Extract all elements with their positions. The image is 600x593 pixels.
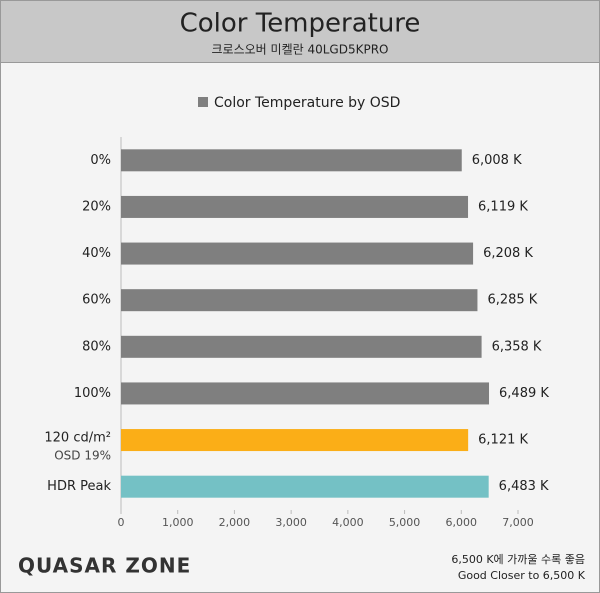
bar xyxy=(121,149,462,172)
legend-swatch xyxy=(198,97,208,107)
note: 6,500 K에 가까울 수록 좋음 xyxy=(451,553,585,566)
y-tick-label: 20% xyxy=(82,199,111,214)
x-tick-label: 2,000 xyxy=(219,516,251,529)
y-tick-label: 100% xyxy=(74,386,111,401)
value-label: 6,121 K xyxy=(478,433,528,448)
value-label: 6,489 K xyxy=(499,386,549,401)
value-label: 6,208 K xyxy=(483,246,533,261)
header xyxy=(0,0,600,63)
value-label: 6,119 K xyxy=(478,199,528,214)
bar xyxy=(121,475,489,498)
bar xyxy=(121,382,490,405)
bar xyxy=(121,195,469,218)
x-tick-label: 1,000 xyxy=(162,516,194,529)
logo: QUASAR ZONE xyxy=(18,554,191,578)
value-label: 6,358 K xyxy=(492,339,542,354)
x-tick-label: 6,000 xyxy=(446,516,478,529)
y-tick-label: 60% xyxy=(82,293,111,308)
value-label: 6,483 K xyxy=(499,479,549,494)
bar xyxy=(121,429,469,452)
note: Good Closer to 6,500 K xyxy=(458,569,586,582)
x-tick-label: 4,000 xyxy=(332,516,364,529)
y-tick-label: 80% xyxy=(82,339,111,354)
y-tick-note: OSD 19% xyxy=(54,449,111,463)
x-tick-label: 5,000 xyxy=(389,516,421,529)
x-tick-label: 0 xyxy=(118,516,125,529)
y-tick-label: 40% xyxy=(82,246,111,261)
y-tick-label: 120 cd/m² xyxy=(44,431,111,446)
bar xyxy=(121,335,482,358)
value-label: 6,008 K xyxy=(472,153,522,168)
y-tick-label: HDR Peak xyxy=(47,479,111,494)
x-tick-label: 3,000 xyxy=(275,516,307,529)
legend-label: Color Temperature by OSD xyxy=(214,95,400,111)
chart-subtitle: 크로스오버 미켈란 40LGD5KPRO xyxy=(212,43,389,57)
bar xyxy=(121,289,478,312)
chart-title: Color Temperature xyxy=(180,9,421,39)
x-tick-label: 7,000 xyxy=(502,516,534,529)
y-tick-label: 0% xyxy=(90,153,111,168)
value-label: 6,285 K xyxy=(487,293,537,308)
bar xyxy=(121,242,474,265)
